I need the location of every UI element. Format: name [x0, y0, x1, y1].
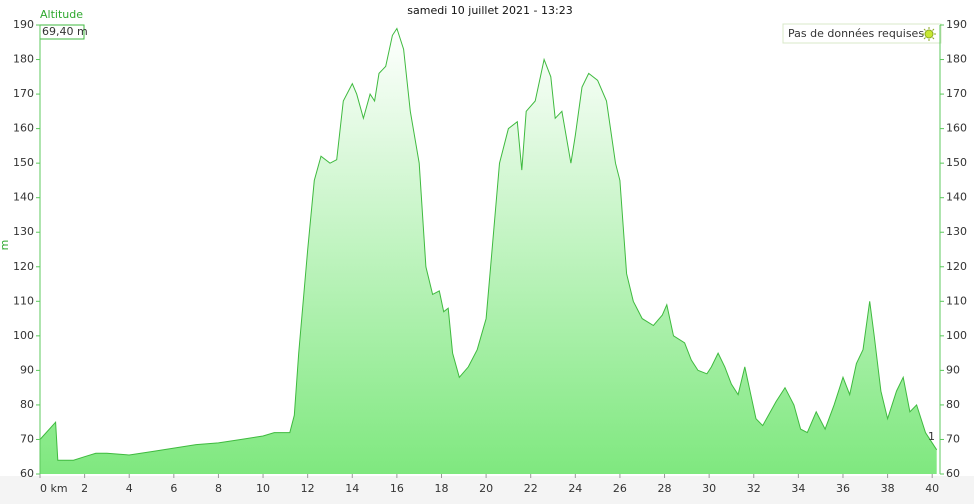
x-tick-label: 2 [81, 482, 88, 495]
y-tick-label: 110 [13, 294, 34, 307]
y-tick-label: 130 [13, 225, 34, 238]
x-tick-label: 26 [613, 482, 627, 495]
y-tick-label: 150 [13, 156, 34, 169]
y2-tick-label: 130 [946, 225, 967, 238]
x-tick-label: 40 [925, 482, 939, 495]
x-axis-band [0, 476, 974, 504]
x-tick-label: 10 [256, 482, 270, 495]
y2-tick-label: 150 [946, 156, 967, 169]
y2-tick-label: 120 [946, 260, 967, 273]
y2-tick-label: 100 [946, 329, 967, 342]
y-tick-label: 80 [20, 398, 34, 411]
y-tick-label: 90 [20, 363, 34, 376]
y-tick-label: 120 [13, 260, 34, 273]
y2-tick-label: 160 [946, 122, 967, 135]
y-tick-label: 170 [13, 87, 34, 100]
area-fill [40, 28, 937, 474]
y2-tick-label: 110 [946, 294, 967, 307]
y-tick-label: 70 [20, 432, 34, 445]
marker-label: 1 [928, 430, 935, 443]
x-tick-label: 28 [658, 482, 672, 495]
y-tick-label: 190 [13, 18, 34, 31]
legend-text: Pas de données requises [788, 27, 924, 40]
cursor-value: 69,40 m [42, 25, 88, 38]
x-tick-label: 4 [126, 482, 133, 495]
y2-tick-label: 90 [946, 363, 960, 376]
chart-title: samedi 10 juillet 2021 - 13:23 [407, 4, 572, 17]
x-tick-label: 34 [791, 482, 805, 495]
x-tick-label: 38 [881, 482, 895, 495]
x-tick-label: 12 [301, 482, 315, 495]
y2-tick-label: 140 [946, 191, 967, 204]
y2-tick-label: 80 [946, 398, 960, 411]
y-axis-label: m [0, 240, 11, 251]
x-tick-label: 20 [479, 482, 493, 495]
y-tick-label: 140 [13, 191, 34, 204]
x-tick-label: 22 [524, 482, 538, 495]
y-tick-label: 60 [20, 467, 34, 480]
x-tick-label: 18 [434, 482, 448, 495]
y2-tick-label: 170 [946, 87, 967, 100]
x-tick-label: 36 [836, 482, 850, 495]
x-tick-label: 32 [747, 482, 761, 495]
x-tick-label: 8 [215, 482, 222, 495]
y-tick-label: 160 [13, 122, 34, 135]
y-tick-label: 180 [13, 53, 34, 66]
x-tick-label: 30 [702, 482, 716, 495]
area-line [39, 27, 938, 461]
x-tick-label: 6 [170, 482, 177, 495]
y2-tick-label: 70 [946, 432, 960, 445]
y2-tick-label: 190 [946, 18, 967, 31]
y-tick-label: 100 [13, 329, 34, 342]
x-tick-label: 0 km [40, 482, 68, 495]
x-tick-label: 14 [345, 482, 359, 495]
x-tick-label: 24 [568, 482, 582, 495]
x-tick-label: 16 [390, 482, 404, 495]
legend-icon [922, 27, 936, 41]
y2-tick-label: 180 [946, 53, 967, 66]
series-label: Altitude [40, 8, 83, 21]
legend-box [782, 23, 942, 44]
y2-tick-label: 60 [946, 467, 960, 480]
